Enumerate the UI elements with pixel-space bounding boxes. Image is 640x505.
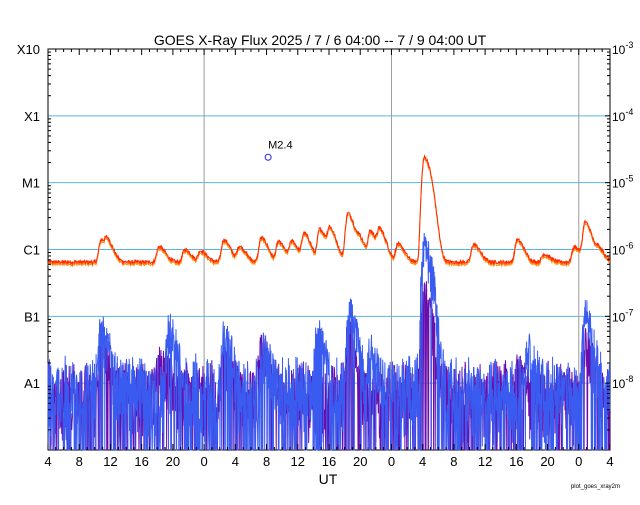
x-tick-label: 0: [388, 454, 395, 469]
x-tick-label: 16: [509, 454, 523, 469]
x-tick-label: 4: [419, 454, 426, 469]
y-left-label: M1: [22, 176, 40, 191]
x-tick-label: 12: [291, 454, 305, 469]
y-left-label: X10: [17, 42, 40, 57]
x-tick-label: 4: [232, 454, 239, 469]
x-tick-label: 20: [353, 454, 367, 469]
x-tick-label: 0: [200, 454, 207, 469]
y-left-label: A1: [24, 376, 40, 391]
y-right-label: 10-6: [612, 241, 633, 258]
y-right-label: 10-4: [612, 107, 633, 124]
series-short-line: [47, 232, 611, 451]
series-long-line: [47, 154, 611, 266]
x-tick-label: 12: [103, 454, 117, 469]
x-tick-label: 12: [478, 454, 492, 469]
x-axis-label: UT: [319, 471, 338, 487]
chart-title: GOES X-Ray Flux 2025 / 7 / 6 04:00 -- 7 …: [154, 32, 487, 48]
x-tick-label: 16: [322, 454, 336, 469]
y-right-label: 10-3: [612, 40, 633, 57]
y-right-label: 10-8: [612, 374, 633, 391]
x-tick-label: 8: [76, 454, 83, 469]
x-tick-label: 8: [263, 454, 270, 469]
flare-annotation-label: M2.4: [268, 139, 292, 151]
footer-label: plot_goes_xray2m: [571, 484, 620, 490]
x-tick-label: 0: [575, 454, 582, 469]
x-tick-label: 20: [166, 454, 180, 469]
y-right-label: 10-7: [612, 307, 633, 324]
x-tick-label: 8: [450, 454, 457, 469]
y-left-label: B1: [24, 309, 40, 324]
y-left-label: X1: [24, 109, 40, 124]
x-tick-label: 20: [540, 454, 554, 469]
x-tick-label: 16: [134, 454, 148, 469]
y-left-label: C1: [23, 243, 40, 258]
x-tick-label: 4: [44, 454, 51, 469]
flare-peak-marker: [264, 153, 272, 161]
x-tick-label: 4: [606, 454, 613, 469]
y-right-label: 10-5: [612, 174, 633, 191]
